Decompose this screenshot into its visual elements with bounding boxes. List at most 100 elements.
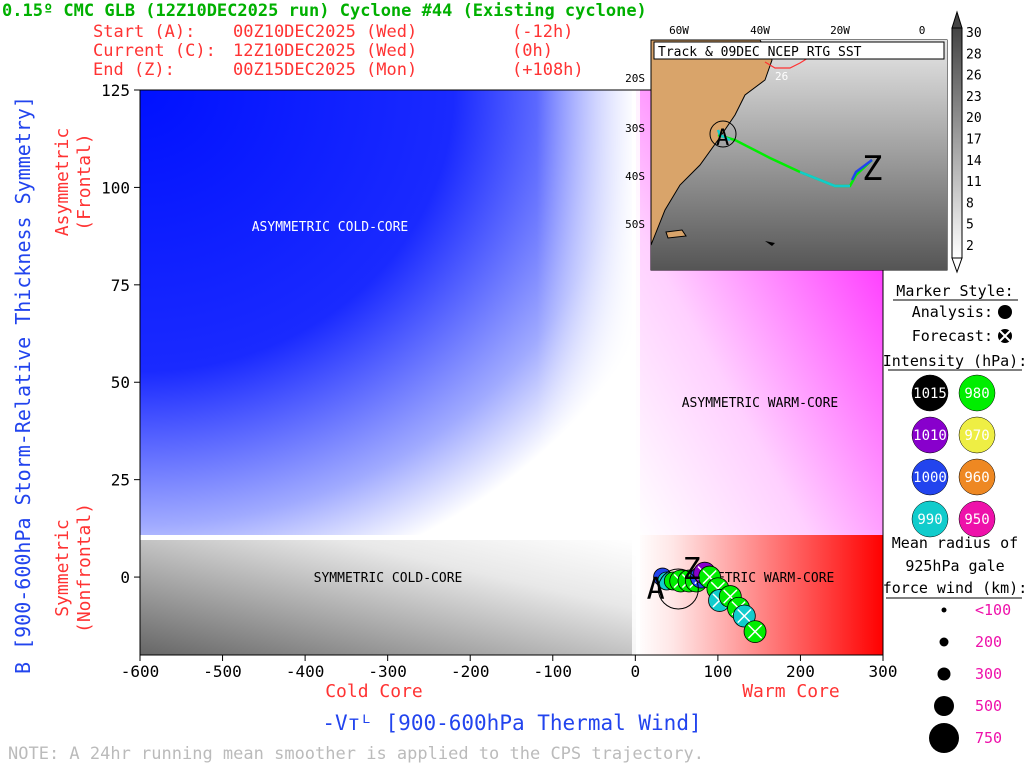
inset-lat-label-1: 30S [625,122,645,135]
end-value: 00Z15DEC2025 (Mon) [233,60,417,80]
radius-label-4: 750 [975,729,1002,747]
radius-swatch-4 [929,723,959,753]
plot-frame [139,89,884,656]
inset-south-america [651,40,773,246]
x-under-warm: Warm Core [742,681,840,702]
radius-swatch-0 [941,607,947,613]
track-current-circle [657,568,699,610]
radius-label-0: <100 [975,601,1011,619]
inset-lat-labels: 20S 30S 40S 50S [625,72,645,231]
radius-legend: <100 200 300 500 750 [929,601,1011,753]
x-tick-label-0: -600 [121,662,160,681]
colorbar-label-0: 30 [966,26,982,41]
radius-swatch-1 [939,637,949,647]
y-tick-label-1: 25 [111,471,130,490]
colorbar-label-2: 26 [966,69,982,84]
x-tick-label-2: -400 [286,662,325,681]
inset-lat-label-0: 20S [625,72,645,85]
inset-track-end [850,159,873,181]
legend-forecast: Forecast: [912,327,993,345]
end-label: End (Z): [93,60,175,80]
legend-analysis: Analysis: [912,303,993,321]
colorbar-label-5: 17 [966,133,982,148]
colorbar-label-9: 5 [966,218,974,233]
radius-label-2: 300 [975,665,1002,683]
x-tick-label-6: 0 [631,662,641,681]
radius-label-3: 500 [975,697,1002,715]
radius-label-1: 200 [975,633,1002,651]
inset-track-start [716,129,731,142]
legend-analysis-marker [998,305,1012,319]
label-asym-cold: ASYMMETRIC COLD-CORE [252,220,409,235]
y-axis-title: B [900-600hPa Storm-Relative Thickness S… [11,96,35,674]
inset-lon-label-0: 60W [669,24,689,37]
intensity-label-1000: 1000 [913,470,947,486]
x-tick-label-7: 100 [703,662,732,681]
colorbar-label-7: 11 [966,175,982,190]
inset-isotherm [764,57,809,69]
intensity-label-960: 960 [964,470,989,486]
colorbar-label-3: 23 [966,90,982,105]
end-offset: (+108h) [512,60,584,80]
intensity-legend: 1015 980 1010 970 1000 960 990 950 [911,374,996,538]
y-tick-label-4: 100 [101,178,130,197]
inset-lon-labels: 60W 40W 20W 0 [669,24,925,37]
legend-radius-title-2: 925hPa gale [905,557,1004,575]
colorbar-label-6: 14 [966,154,982,169]
colorbar-top-arrow [951,10,963,29]
legend: Marker Style: Analysis: Forecast: Intens… [883,282,1024,753]
intensity-label-980: 980 [964,386,989,402]
radius-swatch-2 [937,667,951,681]
x-axis-ticks: -600 -500 -400 -300 -200 -100 0 100 200 300 [121,655,897,681]
intensity-label-990: 990 [917,512,942,528]
label-sym-cold: SYMMETRIC COLD-CORE [314,571,463,586]
track-end-marker: Z [683,552,701,587]
chart-title: 0.15º CMC GLB (12Z10DEC2025 run) Cyclone… [2,1,647,21]
inset-title-box [653,41,945,60]
sym-cold-region [140,540,636,655]
cps-track: AZ [647,552,767,644]
intensity-swatch-1015 [911,374,949,412]
x-tick-label-5: -100 [534,662,573,681]
start-label: Start (A): [93,22,195,42]
inset-title: Track & 09DEC NCEP RTG SST [658,45,862,60]
colorbar-label-4: 20 [966,111,982,126]
intensity-swatch-970 [958,416,996,454]
track-point-cross-13 [737,608,752,624]
legend-intensity-title: Intensity (hPa): [883,352,1024,370]
inset-end-marker: Z [862,149,882,189]
legend-marker-style: Marker Style: [896,282,1013,300]
y-side-sym-2: (Nonfrontal) [74,503,95,633]
y-side-sym-1: Symmetric [52,519,73,617]
start-offset: (-12h) [512,22,573,42]
current-offset: (0h) [512,41,553,61]
intensity-swatch-1000 [911,458,949,496]
inset-start-circle [709,120,737,148]
inset-track-mid [799,170,850,188]
footnote: NOTE: A 24hr running mean smoother is ap… [8,744,704,764]
inset-lon-label-1: 40W [750,24,770,37]
inset-isotherm-label: 26 [775,70,788,83]
y-tick-label-3: 75 [111,276,130,295]
x-tick-label-8: 200 [786,662,815,681]
radius-swatch-3 [934,696,954,716]
x-axis-title: -Vᴛᴸ [900-600hPa Thermal Wind] [322,711,701,735]
x-tick-label-1: -500 [203,662,242,681]
intensity-swatch-950 [958,500,996,538]
x-under-cold: Cold Core [325,681,423,702]
label-asym-warm: ASYMMETRIC WARM-CORE [682,396,839,411]
inset-start-marker: A [716,126,729,151]
y-tick-label-2: 50 [111,373,130,392]
x-tick-label-3: -300 [368,662,407,681]
colorbar-label-1: 28 [966,47,982,62]
colorbar-label-10: 2 [966,239,974,254]
intensity-swatch-960 [958,458,996,496]
inset-lon-label-3: 0 [919,24,926,37]
legend-radius-title-3: force wind (km): [883,579,1024,597]
zero-line-band [632,90,640,655]
colorbar-labels: 30 28 26 23 20 17 14 11 8 5 2 [966,26,982,254]
inset-lat-label-2: 40S [625,170,645,183]
intensity-swatch-990 [911,500,949,538]
y-side-asym-2: (Frontal) [74,133,95,231]
